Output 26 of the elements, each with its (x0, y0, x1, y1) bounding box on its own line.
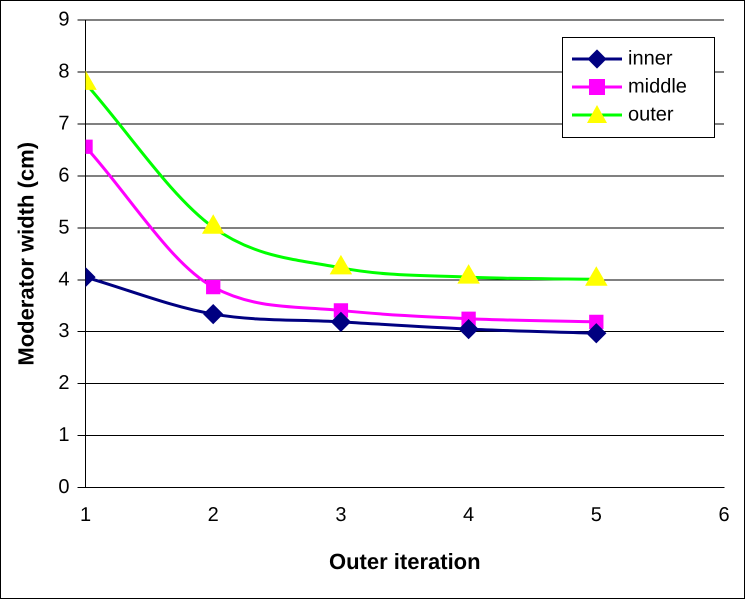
x-tick-label: 3 (335, 504, 346, 526)
point (331, 312, 350, 332)
y-tick-label: 8 (58, 60, 70, 82)
x-tick-label: 1 (80, 504, 92, 526)
point (204, 304, 223, 324)
y-tick-label: 2 (58, 372, 70, 394)
y-tick-label: 3 (58, 320, 70, 342)
y-tick-label: 4 (58, 268, 70, 290)
y-tick-label: 1 (58, 424, 70, 446)
y-tick-label: 5 (58, 216, 70, 238)
y-tick-label: 0 (58, 476, 70, 498)
y-tick-label: 6 (58, 164, 70, 186)
point (206, 280, 220, 294)
legend-label: middle (628, 76, 687, 98)
x-tick-label: 2 (208, 504, 219, 526)
x-tick-label: 5 (590, 504, 602, 526)
y-axis-title: Moderator width (cm) (13, 142, 38, 366)
x-axis-title: Outer iteration (328, 548, 481, 574)
point (586, 324, 606, 343)
legend-label: outer (628, 104, 674, 126)
legend-label: inner (628, 48, 673, 70)
x-tick-label: 4 (463, 504, 474, 526)
x-tick-label: 6 (718, 504, 730, 526)
y-tick-label: 7 (58, 112, 70, 134)
y-tick-label: 9 (58, 8, 70, 31)
point (459, 320, 478, 339)
